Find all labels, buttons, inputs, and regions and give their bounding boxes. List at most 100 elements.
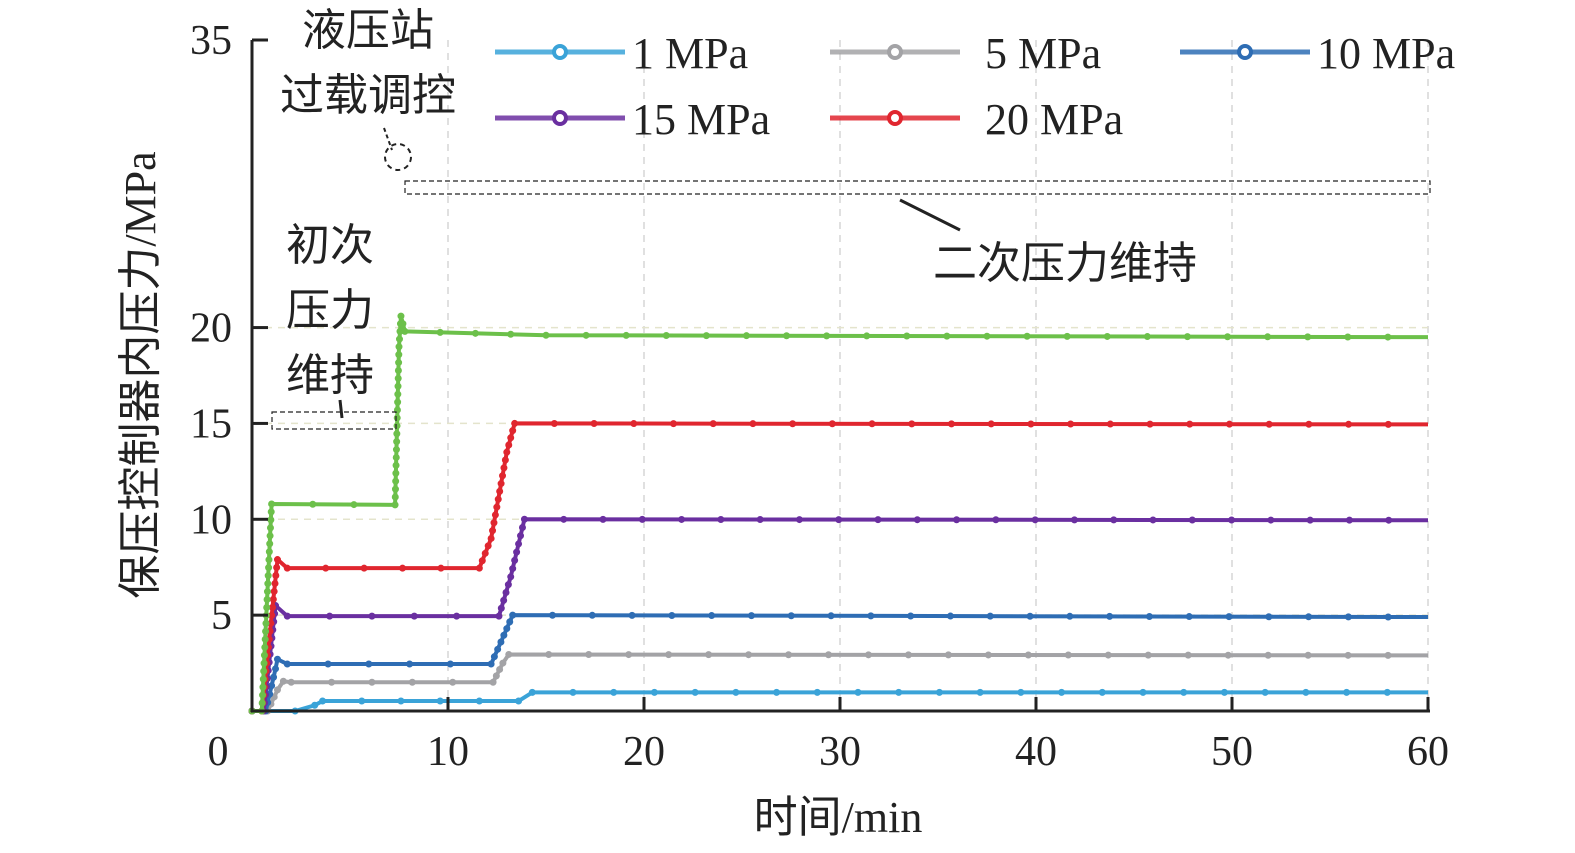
data-point xyxy=(668,611,676,619)
data-point xyxy=(495,612,503,620)
data-point xyxy=(500,464,508,472)
annotation-first-hold: 初次 压力 维持 xyxy=(271,221,397,430)
data-point xyxy=(506,618,514,626)
data-point xyxy=(394,382,402,390)
data-point xyxy=(1264,651,1272,659)
data-point xyxy=(986,612,994,620)
data-point xyxy=(913,516,921,524)
data-point xyxy=(393,430,401,438)
data-point xyxy=(368,612,376,620)
data-point xyxy=(260,651,268,659)
legend-item: 5 MPa xyxy=(830,29,1101,78)
data-point xyxy=(511,419,519,427)
data-point xyxy=(904,651,912,659)
data-point xyxy=(267,516,275,524)
data-point xyxy=(944,651,952,659)
data-point xyxy=(497,604,505,612)
data-point xyxy=(513,548,521,556)
data-point xyxy=(569,688,577,696)
data-point xyxy=(588,611,596,619)
data-point xyxy=(392,461,400,469)
data-point xyxy=(789,420,797,428)
data-point xyxy=(515,697,523,705)
legend-label: 10 MPa xyxy=(1317,29,1455,78)
data-point xyxy=(992,516,1000,524)
data-point xyxy=(1345,516,1353,524)
data-point xyxy=(322,564,330,572)
data-point xyxy=(509,565,517,573)
data-point xyxy=(503,625,511,633)
data-point xyxy=(678,515,686,523)
data-point xyxy=(1144,651,1152,659)
data-point xyxy=(446,660,454,668)
data-point xyxy=(261,643,269,651)
data-point xyxy=(268,500,276,508)
series-group xyxy=(248,312,1429,715)
data-point xyxy=(628,611,636,619)
data-point xyxy=(509,611,517,619)
data-point xyxy=(1267,516,1275,524)
data-point xyxy=(665,651,673,659)
data-point xyxy=(907,612,915,620)
data-point xyxy=(864,651,872,659)
legend-item: 15 MPa xyxy=(495,95,770,144)
data-point xyxy=(1384,651,1392,659)
data-point xyxy=(1261,688,1269,696)
data-point xyxy=(827,612,835,620)
data-point xyxy=(489,678,497,686)
data-point xyxy=(1058,688,1066,696)
data-point xyxy=(947,420,955,428)
data-point xyxy=(493,503,501,511)
data-point xyxy=(1224,333,1232,341)
data-point xyxy=(709,420,717,428)
x-axis-label: 时间/min xyxy=(754,793,923,842)
data-point xyxy=(260,667,268,675)
data-point xyxy=(946,612,954,620)
data-point xyxy=(1183,333,1191,341)
data-point xyxy=(393,438,401,446)
data-point xyxy=(1305,420,1313,428)
data-point xyxy=(1264,333,1272,341)
data-point xyxy=(550,419,558,427)
data-point xyxy=(509,427,517,435)
data-point xyxy=(393,406,401,414)
data-point xyxy=(1225,613,1233,621)
y-tick-label: 15 xyxy=(190,401,232,447)
annotation-second-hold: 二次压力维持 xyxy=(404,180,1431,288)
data-point xyxy=(787,612,795,620)
data-point xyxy=(1265,420,1273,428)
data-point xyxy=(1302,688,1310,696)
data-point xyxy=(1225,420,1233,428)
data-point xyxy=(625,651,633,659)
legend-marker xyxy=(887,110,903,126)
y-tick-label: 10 xyxy=(190,497,232,543)
data-point xyxy=(397,697,405,705)
data-point xyxy=(494,495,502,503)
svg-text:过载调控: 过载调控 xyxy=(280,71,456,120)
data-point xyxy=(272,571,280,579)
data-point xyxy=(1305,613,1313,621)
data-point xyxy=(1344,333,1352,341)
data-point xyxy=(358,697,366,705)
data-point xyxy=(264,580,272,588)
legend-marker xyxy=(887,44,903,60)
data-point xyxy=(590,420,598,428)
data-point xyxy=(265,548,273,556)
data-point xyxy=(309,500,317,508)
data-point xyxy=(1385,516,1393,524)
data-point xyxy=(1224,651,1232,659)
data-point xyxy=(392,453,400,461)
data-point xyxy=(1031,516,1039,524)
data-point xyxy=(261,635,269,643)
data-point xyxy=(262,627,270,635)
data-point xyxy=(582,331,590,339)
x-tick-label: 20 xyxy=(623,729,665,775)
data-point xyxy=(745,651,753,659)
data-point xyxy=(507,573,515,581)
data-point xyxy=(394,366,402,374)
data-point xyxy=(266,540,274,548)
data-point xyxy=(742,332,750,340)
legend-item: 20 MPa xyxy=(830,95,1123,144)
svg-text:维持: 维持 xyxy=(286,351,374,400)
data-point xyxy=(391,485,399,493)
